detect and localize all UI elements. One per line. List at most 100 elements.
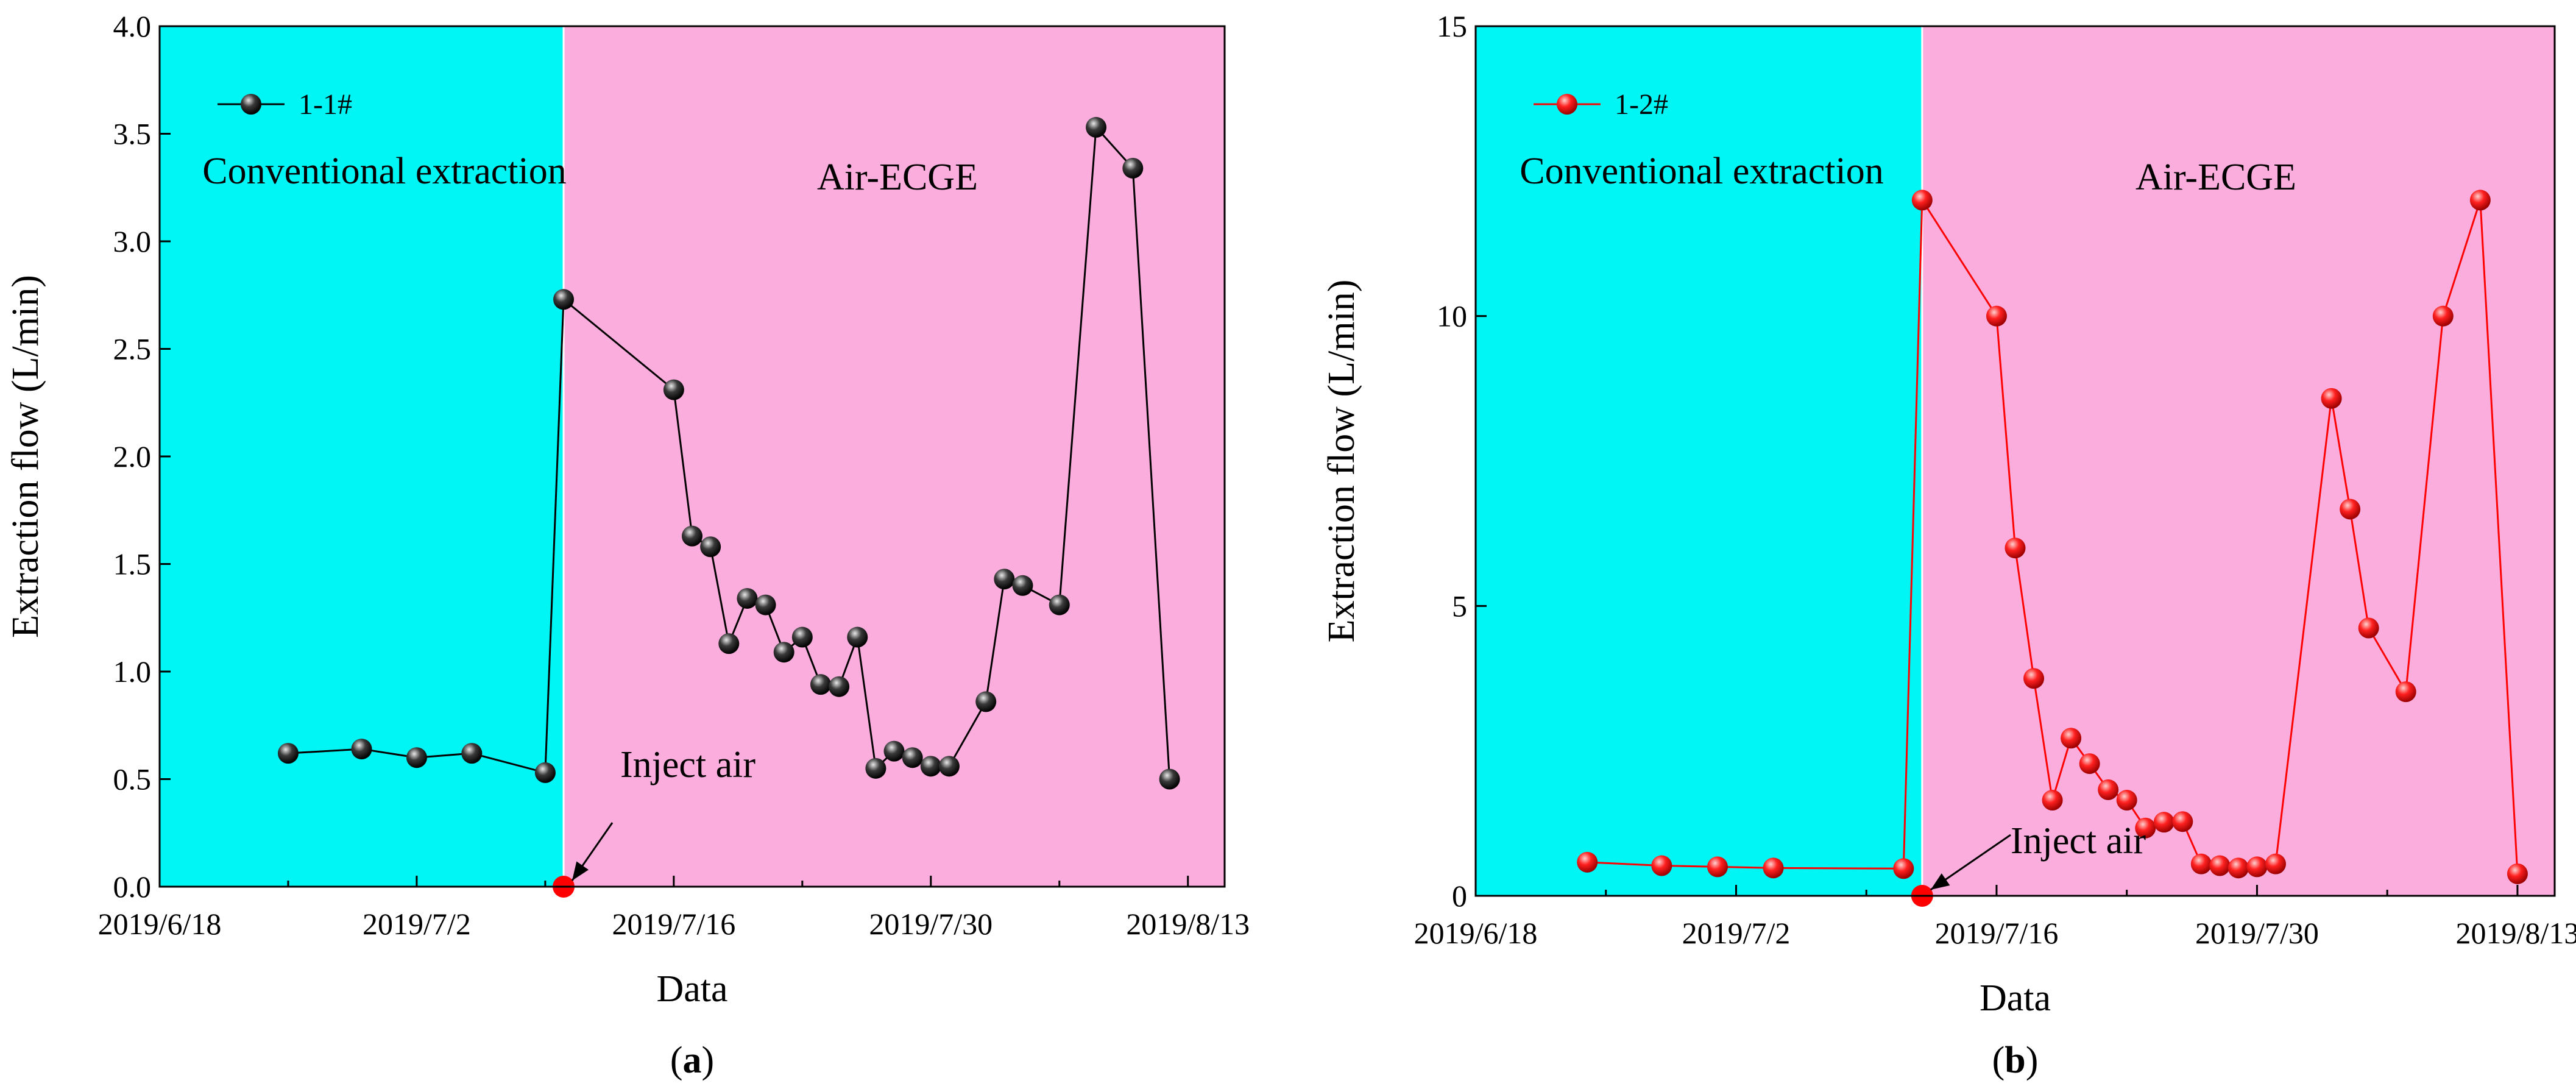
- data-point: [2340, 498, 2361, 520]
- x-tick-label: 2019/8/13: [1126, 907, 1250, 941]
- x-tick-label: 2019/7/2: [363, 907, 471, 941]
- data-point: [2321, 388, 2342, 409]
- data-point: [2098, 779, 2119, 800]
- y-tick-label: 5: [1452, 589, 1467, 623]
- data-point: [553, 289, 575, 310]
- data-point: [718, 633, 740, 654]
- data-point: [902, 747, 923, 768]
- data-point: [1707, 856, 1728, 878]
- data-point: [865, 757, 886, 779]
- data-point: [829, 676, 850, 697]
- data-point: [737, 587, 758, 609]
- y-tick-label: 1.0: [113, 654, 152, 689]
- region-label-air-ecge: Air-ECGE: [2135, 157, 2296, 198]
- x-axis-title: Data: [656, 968, 727, 1010]
- annotation-inject-air: Inject air: [2011, 820, 2146, 862]
- data-point: [2172, 811, 2193, 832]
- x-tick-label: 2019/7/16: [612, 907, 735, 941]
- data-point: [277, 743, 299, 764]
- data-point: [406, 747, 427, 768]
- x-tick-label: 2019/6/18: [1414, 916, 1538, 950]
- data-point: [351, 739, 372, 760]
- panel-label-letter: b: [2005, 1040, 2025, 1081]
- x-tick-label: 2019/7/30: [869, 907, 993, 941]
- data-point: [2209, 855, 2231, 876]
- data-point: [810, 674, 831, 695]
- data-point: [2061, 728, 2082, 749]
- data-point: [2190, 853, 2212, 874]
- y-tick-label: 1.5: [113, 547, 152, 581]
- data-point: [1012, 575, 1033, 596]
- x-tick-label: 2019/7/30: [2195, 916, 2319, 950]
- y-axis-title: Extraction flow (L/min): [5, 275, 46, 638]
- data-point: [2432, 305, 2454, 327]
- data-point: [883, 740, 905, 762]
- panel-label: (b): [1992, 1040, 2039, 1081]
- y-tick-label: 10: [1437, 299, 1467, 333]
- panel-a: Conventional extraction Air-ECGE 1-1# Injec…: [5, 9, 1250, 1081]
- data-point: [2023, 668, 2045, 689]
- data-point: [1577, 851, 1598, 873]
- data-point: [2507, 863, 2528, 884]
- annotation-inject-air: Inject air: [620, 744, 755, 786]
- data-point: [2153, 812, 2174, 833]
- data-point: [2246, 856, 2268, 878]
- data-point: [2079, 753, 2100, 775]
- panel-label-open: (: [1992, 1040, 2005, 1081]
- y-tick-label: 2.5: [113, 332, 152, 366]
- data-point: [1651, 855, 1672, 876]
- data-point: [975, 691, 997, 712]
- annotation-arrow-head: [1930, 873, 1950, 890]
- data-point: [2265, 853, 2286, 874]
- panel-b: Conventional extraction Air-ECGE 1-2# Injec…: [1321, 9, 2576, 1081]
- data-point: [1049, 594, 1070, 615]
- region-label-conventional: Conventional extraction: [1520, 151, 1883, 192]
- y-tick-label: 0.0: [113, 870, 152, 904]
- legend-label: 1-2#: [1615, 88, 1668, 121]
- region-background: [1476, 26, 1922, 896]
- data-point: [1122, 157, 1144, 179]
- panel-label-open: (: [670, 1040, 683, 1081]
- x-axis-title: Data: [1980, 977, 2051, 1019]
- data-point: [1086, 116, 1107, 138]
- region-label-conventional: Conventional extraction: [202, 151, 566, 192]
- data-point: [2005, 537, 2026, 559]
- data-point: [700, 536, 721, 558]
- panel-label-close: ): [2026, 1040, 2039, 1081]
- data-point: [791, 626, 813, 648]
- data-point: [755, 594, 776, 615]
- legend-marker: [1557, 94, 1577, 115]
- panel-label: (a): [670, 1040, 714, 1081]
- data-point: [1986, 305, 2007, 327]
- y-tick-label: 2.0: [113, 439, 152, 474]
- data-point: [994, 569, 1015, 590]
- y-tick-label: 4.0: [113, 9, 152, 43]
- region-label-air-ecge: Air-ECGE: [817, 157, 978, 198]
- y-tick-label: 0.5: [113, 762, 152, 796]
- y-tick-label: 0: [1452, 879, 1467, 913]
- x-tick-label: 2019/7/16: [1935, 916, 2059, 950]
- y-tick-label: 3.5: [113, 117, 152, 151]
- data-point: [682, 525, 702, 547]
- data-point: [920, 756, 941, 777]
- legend-label: 1-1#: [299, 88, 352, 121]
- data-point: [1159, 768, 1180, 790]
- panel-label-letter: a: [683, 1040, 702, 1081]
- data-point: [2135, 817, 2156, 839]
- data-point: [2227, 857, 2249, 879]
- data-point: [938, 756, 960, 777]
- x-tick-label: 2019/8/13: [2456, 916, 2576, 950]
- x-tick-label: 2019/6/18: [98, 907, 222, 941]
- data-point: [1893, 858, 1914, 879]
- legend-marker: [241, 94, 261, 115]
- plot-frame: [1474, 25, 2556, 897]
- y-tick-label: 3.0: [113, 224, 152, 258]
- y-axis-title: Extraction flow (L/min): [1321, 280, 1362, 643]
- data-point: [773, 642, 794, 663]
- panel-label-close: ): [702, 1040, 715, 1081]
- x-tick-label: 2019/7/2: [1682, 916, 1791, 950]
- data-point: [2116, 790, 2137, 811]
- data-point: [2395, 681, 2416, 703]
- data-point: [1911, 190, 1933, 211]
